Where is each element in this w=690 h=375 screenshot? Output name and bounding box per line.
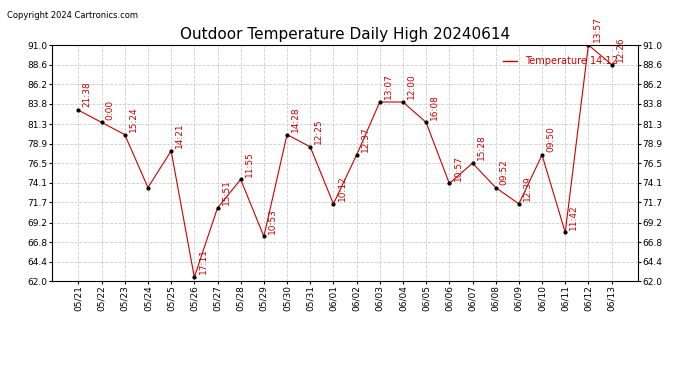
Point xyxy=(305,144,316,150)
Text: Copyright 2024 Cartronics.com: Copyright 2024 Cartronics.com xyxy=(7,11,138,20)
Text: 11:55: 11:55 xyxy=(245,151,254,177)
Point xyxy=(142,184,153,190)
Point xyxy=(189,274,200,280)
Point xyxy=(444,180,455,186)
Point xyxy=(606,62,617,68)
Text: 10:12: 10:12 xyxy=(337,176,346,201)
Text: 10:57: 10:57 xyxy=(453,155,462,181)
Text: 14:21: 14:21 xyxy=(175,123,184,148)
Text: 15:24: 15:24 xyxy=(129,106,138,132)
Text: 13:57: 13:57 xyxy=(593,16,602,42)
Text: 12:37: 12:37 xyxy=(361,126,370,152)
Point xyxy=(583,42,594,48)
Point xyxy=(235,176,246,182)
Text: 15:51: 15:51 xyxy=(221,179,230,205)
Legend: Temperature 14:12: Temperature 14:12 xyxy=(499,52,622,70)
Text: 11:42: 11:42 xyxy=(569,204,578,230)
Text: 14:28: 14:28 xyxy=(291,106,300,132)
Text: 12:39: 12:39 xyxy=(523,176,532,201)
Point xyxy=(166,148,177,154)
Text: 12:26: 12:26 xyxy=(615,36,624,62)
Text: 15:28: 15:28 xyxy=(477,135,486,160)
Point xyxy=(351,152,362,158)
Point xyxy=(282,132,293,138)
Title: Outdoor Temperature Daily High 20240614: Outdoor Temperature Daily High 20240614 xyxy=(180,27,510,42)
Text: 0:00: 0:00 xyxy=(106,99,115,120)
Text: 21:38: 21:38 xyxy=(83,82,92,107)
Point xyxy=(96,119,107,125)
Text: 16:08: 16:08 xyxy=(431,94,440,120)
Point xyxy=(212,205,223,211)
Text: 09:50: 09:50 xyxy=(546,126,555,152)
Point xyxy=(513,201,524,207)
Point xyxy=(537,152,548,158)
Text: 17:11: 17:11 xyxy=(199,249,208,274)
Point xyxy=(119,132,130,138)
Text: 13:07: 13:07 xyxy=(384,74,393,99)
Point xyxy=(490,184,501,190)
Text: 12:00: 12:00 xyxy=(407,74,416,99)
Point xyxy=(258,234,269,240)
Point xyxy=(467,160,478,166)
Point xyxy=(328,201,339,207)
Point xyxy=(374,99,385,105)
Text: 12:25: 12:25 xyxy=(315,118,324,144)
Text: 09:52: 09:52 xyxy=(500,159,509,185)
Point xyxy=(397,99,408,105)
Point xyxy=(560,230,571,236)
Point xyxy=(73,107,84,113)
Text: 10:53: 10:53 xyxy=(268,208,277,234)
Point xyxy=(421,119,432,125)
